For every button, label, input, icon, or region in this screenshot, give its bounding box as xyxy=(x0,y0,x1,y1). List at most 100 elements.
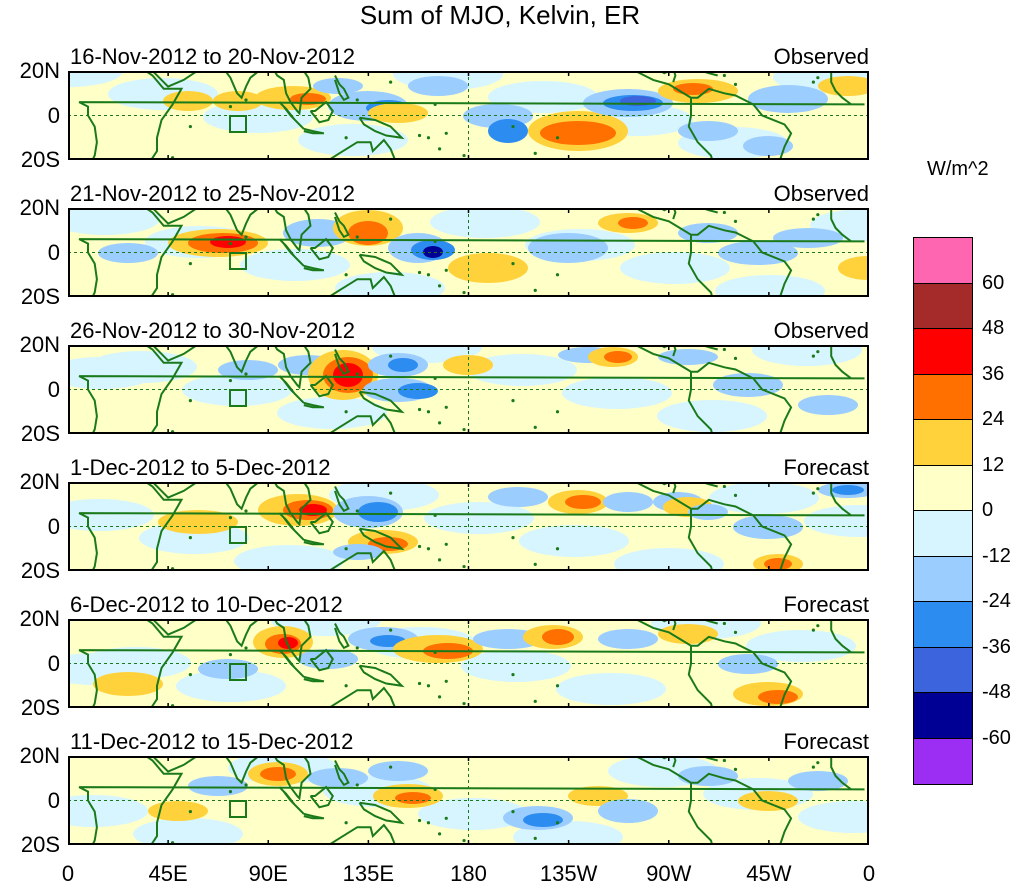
map-panel-3 xyxy=(68,345,869,434)
near-zero-patch xyxy=(657,400,767,432)
island xyxy=(228,242,233,246)
coastline xyxy=(151,208,199,225)
island xyxy=(417,133,422,138)
coastline xyxy=(334,760,350,787)
coastline xyxy=(658,208,677,220)
latitude-label: 0 xyxy=(47,239,60,265)
coastline xyxy=(658,71,677,83)
near-zero-patch xyxy=(798,801,869,833)
coastline xyxy=(151,345,199,362)
island xyxy=(426,273,431,277)
colorbar-swatch xyxy=(914,329,972,375)
panel-status-label: Forecast xyxy=(781,729,869,754)
coastline xyxy=(658,619,677,631)
island xyxy=(426,547,431,551)
anomaly-contour xyxy=(398,383,438,399)
island xyxy=(433,650,437,654)
island xyxy=(228,790,233,794)
island xyxy=(444,679,448,683)
coastline xyxy=(78,345,865,434)
latitude-label: 20S xyxy=(20,147,60,172)
coastline xyxy=(687,97,714,160)
coastline xyxy=(687,234,714,297)
island xyxy=(426,821,431,825)
latitude-label: 20S xyxy=(20,421,60,446)
island xyxy=(344,410,348,414)
island xyxy=(811,354,815,358)
island xyxy=(188,536,192,540)
island xyxy=(188,262,192,266)
colorbar-label: -36 xyxy=(982,635,1011,658)
anomaly-contour xyxy=(448,253,528,283)
panel-status-label: Observed xyxy=(771,181,869,206)
anomaly-contour xyxy=(260,767,296,781)
anomaly-map xyxy=(68,345,869,434)
coastline xyxy=(278,786,305,815)
anomaly-contour xyxy=(333,544,383,560)
latitude-label: 20N xyxy=(19,743,60,768)
coastline xyxy=(658,482,677,494)
near-zero-patch xyxy=(298,124,408,156)
island xyxy=(433,102,437,106)
near-zero-patch xyxy=(488,81,598,113)
near-zero-patch xyxy=(68,208,160,235)
anomaly-contour xyxy=(603,492,653,512)
island xyxy=(228,653,233,657)
island xyxy=(417,407,422,412)
island xyxy=(816,487,820,491)
anomaly-contour xyxy=(604,351,632,363)
coastline xyxy=(278,238,305,267)
anomaly-contour xyxy=(488,487,548,507)
coastline xyxy=(151,619,199,636)
coastline xyxy=(326,686,397,708)
coastline xyxy=(358,116,405,140)
coastline xyxy=(144,208,184,297)
island xyxy=(816,213,820,217)
anomaly-contour xyxy=(423,246,443,258)
anomaly-map xyxy=(68,208,869,297)
latitude-label: 0 xyxy=(47,102,60,128)
anomaly-contour xyxy=(678,766,738,786)
anomaly-contour xyxy=(368,103,428,123)
island xyxy=(389,491,393,495)
coastline xyxy=(151,482,199,499)
near-zero-patch xyxy=(68,795,148,827)
anomaly-contour xyxy=(488,119,528,143)
coastline xyxy=(700,208,718,214)
anomaly-map xyxy=(68,619,869,708)
near-zero-patch xyxy=(418,798,528,830)
anomaly-contour xyxy=(358,502,398,522)
colorbar-label: 0 xyxy=(982,499,994,521)
island xyxy=(722,347,726,352)
near-zero-patch xyxy=(461,650,571,682)
map-frame xyxy=(68,619,869,708)
island xyxy=(733,356,738,360)
near-zero-patch xyxy=(240,249,350,281)
coastline xyxy=(700,345,718,351)
coastline xyxy=(687,371,714,434)
map-frame xyxy=(68,482,869,571)
island xyxy=(511,262,515,266)
coastline xyxy=(358,253,405,277)
anomaly-contour xyxy=(798,395,858,415)
anomaly-contour xyxy=(598,629,658,649)
near-zero-patch xyxy=(556,673,666,705)
island xyxy=(426,136,431,140)
longitude-label: 90E xyxy=(248,861,288,886)
island xyxy=(188,673,192,677)
island xyxy=(244,372,248,376)
anomaly-contour xyxy=(298,649,358,669)
colorbar-swatch xyxy=(914,556,972,602)
island xyxy=(417,270,422,275)
coastline xyxy=(78,208,865,297)
coastline xyxy=(144,345,184,434)
coastline xyxy=(358,390,405,414)
anomaly-contour xyxy=(748,85,828,113)
anomaly-map xyxy=(68,482,869,571)
coastline xyxy=(309,648,334,672)
latitude-label: 20N xyxy=(19,332,60,357)
colorbar-swatch xyxy=(914,511,972,557)
anomaly-contour xyxy=(688,504,728,520)
coastline xyxy=(633,482,793,571)
colorbar-label: 36 xyxy=(982,362,1005,385)
